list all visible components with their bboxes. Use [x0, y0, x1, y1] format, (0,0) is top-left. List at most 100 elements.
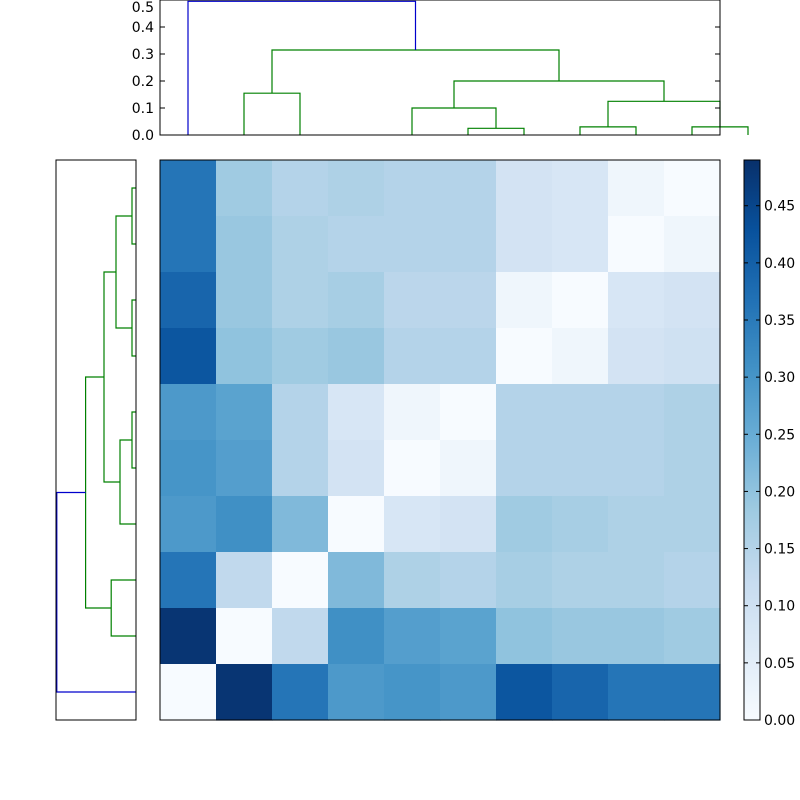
- heatmap: [159, 159, 721, 721]
- heatmap-cell: [328, 160, 385, 217]
- colorbar-tick-label: 0.10: [764, 599, 795, 615]
- top-dendrogram-ytick-label: 0.4: [132, 20, 154, 36]
- heatmap-cell: [384, 216, 441, 273]
- heatmap-cell: [272, 384, 329, 441]
- heatmap-cell: [160, 664, 217, 721]
- heatmap-cell: [496, 664, 553, 721]
- heatmap-cell: [216, 664, 273, 721]
- heatmap-cell: [664, 552, 721, 609]
- heatmap-cell: [216, 160, 273, 217]
- heatmap-cell: [440, 384, 497, 441]
- left-dendrogram-link: [115, 215, 132, 329]
- heatmap-cell: [160, 216, 217, 273]
- colorbar-tick-label: 0.05: [764, 656, 795, 672]
- heatmap-cell: [272, 272, 329, 329]
- heatmap-cell: [216, 608, 273, 665]
- heatmap-cell: [440, 440, 497, 497]
- heatmap-cell: [608, 160, 665, 217]
- top-dendrogram: 0.0 0.1 0.2 0.3 0.4 0.5: [132, 0, 749, 144]
- heatmap-cell: [216, 440, 273, 497]
- heatmap-cell: [608, 496, 665, 553]
- heatmap-cell: [552, 216, 609, 273]
- heatmap-frame: [159, 159, 721, 721]
- heatmap-cell: [440, 664, 497, 721]
- heatmap-cell: [384, 664, 441, 721]
- left-dendrogram-link: [131, 299, 136, 357]
- heatmap-cell: [664, 160, 721, 217]
- heatmap-cell: [496, 272, 553, 329]
- heatmap-cell: [552, 664, 609, 721]
- colorbar-axis: 0.00 0.05 0.10 0.15 0.20 0.25 0.30 0.35 0.40 0.45: [744, 199, 795, 729]
- heatmap-cell: [328, 552, 385, 609]
- heatmap-cell: [608, 328, 665, 385]
- left-dendrogram-link: [131, 187, 136, 245]
- heatmap-cell: [608, 552, 665, 609]
- top-dendrogram-link: [243, 92, 301, 135]
- heatmap-cell: [160, 328, 217, 385]
- heatmap-cell: [552, 272, 609, 329]
- heatmap-cell: [272, 664, 329, 721]
- heatmap-cell: [272, 440, 329, 497]
- heatmap-cell: [384, 328, 441, 385]
- heatmap-cell: [216, 552, 273, 609]
- heatmap-cell: [328, 328, 385, 385]
- heatmap-cell: [160, 440, 217, 497]
- heatmap-cell: [272, 328, 329, 385]
- top-dendrogram-link: [411, 107, 497, 135]
- heatmap-cell: [608, 384, 665, 441]
- heatmap-cell: [328, 608, 385, 665]
- heatmap-cell: [384, 496, 441, 553]
- heatmap-cell: [328, 664, 385, 721]
- heatmap-cell: [160, 552, 217, 609]
- heatmap-cell: [160, 160, 217, 217]
- heatmap-cell: [496, 328, 553, 385]
- heatmap-cell: [328, 216, 385, 273]
- left-dendrogram-link: [131, 411, 136, 469]
- left-dendrogram-frame: [55, 159, 137, 721]
- heatmap-cell: [384, 384, 441, 441]
- heatmap-cell: [664, 496, 721, 553]
- heatmap-cell: [440, 496, 497, 553]
- colorbar-tick-label: 0.45: [764, 199, 795, 215]
- heatmap-cell: [160, 496, 217, 553]
- left-dendrogram-link: [84, 376, 112, 609]
- heatmap-cell: [272, 160, 329, 217]
- heatmap-cell: [440, 328, 497, 385]
- colorbar-tick-label: 0.20: [764, 484, 795, 500]
- colorbar-tick-label: 0.15: [764, 542, 795, 558]
- heatmap-cell: [664, 328, 721, 385]
- top-dendrogram-frame: [159, 0, 721, 136]
- heatmap-cell: [496, 160, 553, 217]
- left-dendrogram-link: [119, 439, 136, 525]
- heatmap-cell: [496, 552, 553, 609]
- heatmap-cell: [664, 272, 721, 329]
- heatmap-cell: [608, 664, 665, 721]
- heatmap-cell: [384, 552, 441, 609]
- heatmap-cell: [160, 608, 217, 665]
- heatmap-cell: [552, 160, 609, 217]
- heatmap-cell: [552, 552, 609, 609]
- heatmap-cell: [496, 608, 553, 665]
- colorbar: 0.00 0.05 0.10 0.15 0.20 0.25 0.30 0.35 0.40 0.45: [743, 159, 795, 729]
- colorbar-tick-label: 0.40: [764, 256, 795, 272]
- heatmap-cell: [440, 608, 497, 665]
- heatmap-cell: [216, 384, 273, 441]
- heatmap-cell: [328, 272, 385, 329]
- heatmap-cell: [216, 496, 273, 553]
- heatmap-cell: [272, 496, 329, 553]
- heatmap-cell: [272, 552, 329, 609]
- heatmap-cell: [496, 216, 553, 273]
- colorbar-tick-label: 0.00: [764, 713, 795, 729]
- colorbar-tick-label: 0.25: [764, 427, 795, 443]
- heatmap-cell: [608, 608, 665, 665]
- left-dendrogram: [55, 159, 137, 721]
- heatmap-cell: [384, 160, 441, 217]
- heatmap-cell: [440, 272, 497, 329]
- heatmap-cell: [384, 440, 441, 497]
- top-dendrogram-link: [607, 100, 721, 127]
- top-dendrogram-link: [187, 0, 417, 135]
- left-dendrogram-link: [56, 491, 136, 693]
- heatmap-cell: [216, 216, 273, 273]
- heatmap-cell: [328, 496, 385, 553]
